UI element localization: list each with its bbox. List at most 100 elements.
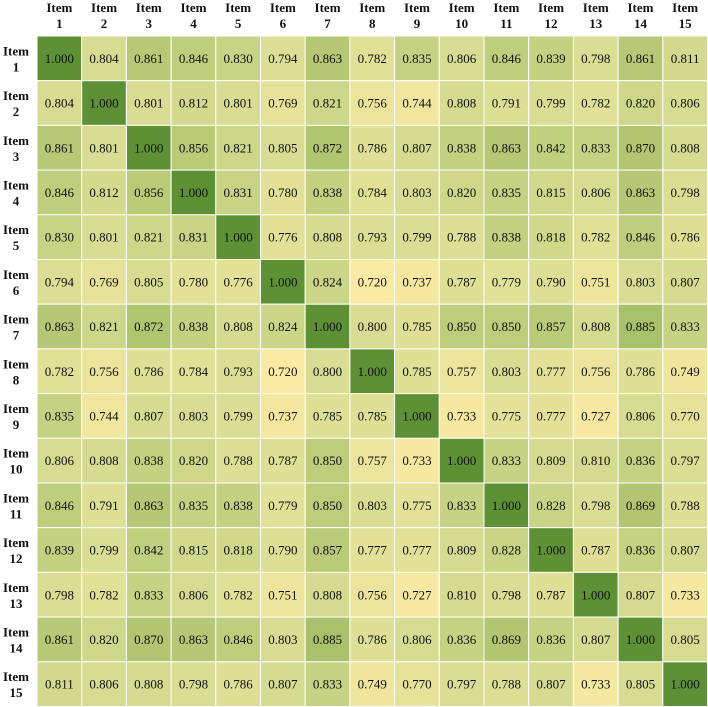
cell-value-label: 0.833 <box>313 677 342 692</box>
cell-value-label: 0.806 <box>671 96 701 111</box>
heatmap-cell <box>304 80 351 126</box>
col-label: 5 <box>235 16 242 31</box>
heatmap-cell <box>170 259 217 305</box>
heatmap-cell <box>528 259 574 305</box>
heatmap-cell <box>81 35 127 82</box>
heatmap-cell <box>304 259 351 305</box>
cell-value-label: 0.803 <box>268 632 297 647</box>
row-label-prefix: Item <box>3 624 29 639</box>
cell-value-label: 0.803 <box>626 274 655 289</box>
heatmap-cell <box>304 616 351 663</box>
heatmap-cell <box>81 661 127 707</box>
cell-value-label: 0.831 <box>179 230 208 245</box>
cell-value-label: 0.803 <box>402 185 431 200</box>
cell-value-label: 0.808 <box>224 319 253 334</box>
cell-value-label: 0.776 <box>224 274 254 289</box>
cell-value-label: 0.821 <box>313 96 342 111</box>
heatmap-cell <box>260 169 306 216</box>
heatmap-cell <box>394 169 440 216</box>
col-label-prefix: Item <box>270 0 296 15</box>
heatmap-cell <box>483 661 530 707</box>
heatmap-cell <box>260 482 306 529</box>
heatmap-cell <box>36 35 83 82</box>
cell-value-label: 0.838 <box>179 319 208 334</box>
cell-value-label: 0.784 <box>179 364 209 379</box>
cell-value-label: 0.839 <box>536 51 565 66</box>
cell-value-label: 1.000 <box>492 498 521 513</box>
col-label-prefix: Item <box>538 0 564 15</box>
heatmap-cell <box>215 348 262 395</box>
cell-value-label: 0.807 <box>268 677 298 692</box>
row-label: 4 <box>13 193 20 208</box>
cell-value-label: 0.838 <box>224 498 253 513</box>
cell-value-label: 0.838 <box>313 185 342 200</box>
cell-value-label: 0.798 <box>179 677 208 692</box>
cell-value-label: 0.861 <box>45 140 74 155</box>
heatmap-cell <box>349 259 396 305</box>
cell-value-label: 0.806 <box>626 408 656 423</box>
cell-value-label: 0.803 <box>358 498 387 513</box>
cell-value-label: 0.800 <box>358 319 387 334</box>
heatmap-cell <box>81 616 127 663</box>
heatmap-cell <box>572 80 619 126</box>
heatmap-cell <box>36 527 83 573</box>
col-label-prefix: Item <box>315 0 341 15</box>
cell-value-label: 0.788 <box>224 453 253 468</box>
cell-value-label: 0.727 <box>402 587 432 602</box>
heatmap-cell <box>260 661 306 707</box>
cell-value-label: 0.808 <box>447 96 476 111</box>
heatmap-cell <box>349 527 396 573</box>
col-label: 7 <box>324 16 331 31</box>
cell-value-label: 0.794 <box>268 51 298 66</box>
col-label-prefix: Item <box>225 0 251 15</box>
heatmap-cell <box>349 661 396 707</box>
cell-value-label: 0.812 <box>89 185 118 200</box>
heatmap-cell <box>438 214 485 261</box>
heatmap-cell <box>260 303 306 350</box>
cell-value-label: 0.737 <box>268 408 298 423</box>
cell-value-label: 0.777 <box>536 364 566 379</box>
cell-value-label: 0.846 <box>492 51 522 66</box>
heatmap-cell <box>394 393 440 439</box>
cell-value-label: 0.833 <box>671 319 700 334</box>
heatmap-cell <box>304 482 351 529</box>
cell-value-label: 0.785 <box>358 408 387 423</box>
heatmap-cell <box>662 393 708 439</box>
row-label-prefix: Item <box>3 177 29 192</box>
cell-value-label: 0.808 <box>581 319 610 334</box>
cell-value-label: 0.818 <box>536 230 565 245</box>
cell-value-label: 0.804 <box>89 51 119 66</box>
heatmap-cell <box>81 169 127 216</box>
col-label: 2 <box>101 16 108 31</box>
cell-value-label: 0.872 <box>134 319 163 334</box>
heatmap-cell <box>617 80 664 126</box>
heatmap-cell <box>528 124 574 171</box>
cell-value-label: 0.828 <box>492 543 521 558</box>
heatmap-cell <box>36 571 83 618</box>
cell-value-label: 0.861 <box>626 51 655 66</box>
cell-value-label: 1.000 <box>536 543 565 558</box>
heatmap-cell <box>617 571 664 618</box>
row-label-prefix: Item <box>3 222 29 237</box>
cell-value-label: 0.870 <box>626 140 655 155</box>
col-label-prefix: Item <box>583 0 609 15</box>
col-label-prefix: Item <box>136 0 162 15</box>
cell-value-label: 0.835 <box>179 498 208 513</box>
cell-value-label: 0.839 <box>45 543 74 558</box>
heatmap-cell <box>572 437 619 484</box>
heatmap-cell <box>483 571 530 618</box>
cell-value-label: 0.820 <box>179 453 208 468</box>
cell-value-label: 0.733 <box>581 677 610 692</box>
cell-value-label: 0.807 <box>671 274 701 289</box>
cell-value-label: 0.779 <box>492 274 521 289</box>
cell-value-label: 0.791 <box>89 498 118 513</box>
heatmap-cell <box>215 303 262 350</box>
cell-value-label: 0.801 <box>89 230 118 245</box>
cell-value-label: 0.798 <box>581 51 610 66</box>
heatmap-cell <box>662 661 708 707</box>
heatmap-cell <box>528 214 574 261</box>
heatmap-cell <box>125 80 172 126</box>
cell-value-label: 0.785 <box>402 364 431 379</box>
cell-value-label: 0.785 <box>313 408 342 423</box>
